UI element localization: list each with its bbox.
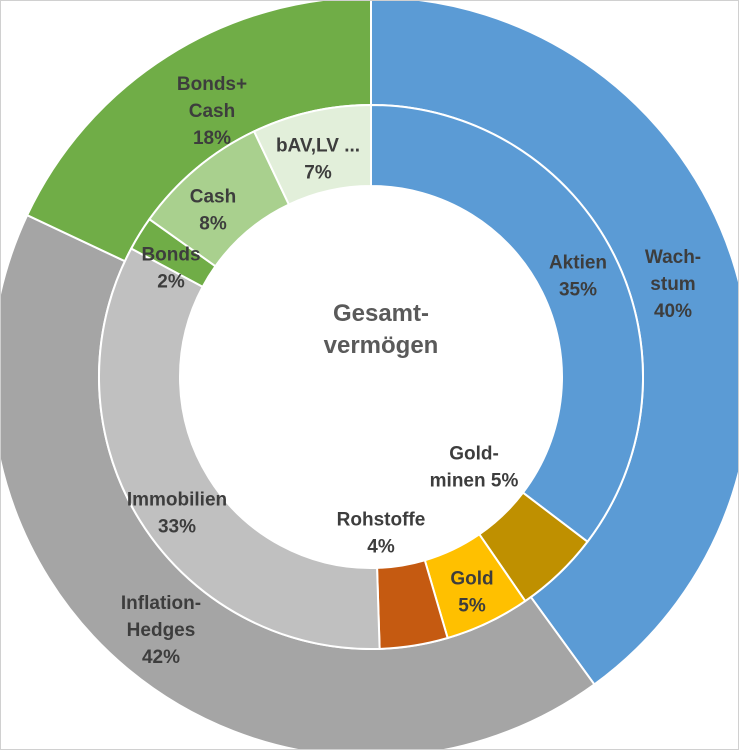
label-rohstoffe: Rohstoffe 4% [337, 510, 426, 558]
center-title: Gesamt-vermögen [324, 300, 439, 359]
center-label: Gesamt-vermögen [324, 300, 439, 359]
label-bav-lv: bAV,LV ... 7% [276, 136, 360, 184]
label-inflation-hedges: Inflation-Hedges 42% [121, 593, 201, 668]
label-bonds-cash: Bonds+ Cash 18% [177, 74, 247, 149]
inner-labels: Aktien 35% Gold-minen 5% Gold 5% Rohstoffe 4% I… [127, 136, 607, 617]
inner-ring [98, 103, 644, 650]
label-aktien: Aktien 35% [549, 253, 607, 301]
outer-labels: Wach-stum 40% Inflation-Hedges 42% Bonds+ Cas… [121, 74, 701, 668]
slice-aktien [370, 103, 644, 544]
label-bonds: Bonds 2% [141, 245, 200, 293]
slice-immobilien [98, 247, 381, 650]
label-gold: Gold 5% [450, 569, 493, 617]
label-wachstum: Wach-stum 40% [645, 247, 701, 322]
slice-bav-lv [252, 103, 372, 206]
label-immobilien: Immobilien 33% [127, 490, 227, 538]
label-goldminen: Gold-minen 5% [430, 444, 519, 492]
label-cash: Cash 8% [190, 187, 236, 235]
